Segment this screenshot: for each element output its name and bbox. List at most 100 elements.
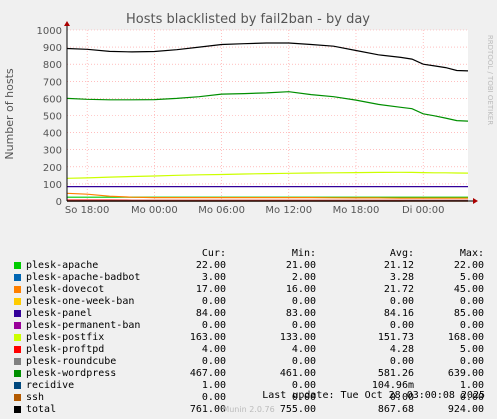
legend-min: 0.00 <box>291 320 316 331</box>
legend-name: recidive <box>26 380 75 391</box>
header-max: Max: <box>459 248 484 259</box>
y-tick-label: 1000 <box>37 26 62 37</box>
y-tick-labels: 0 100 200 300 400 500 600 700 800 900 1000 <box>37 26 62 208</box>
legend-name: plesk-apache-badbot <box>26 272 141 283</box>
legend-avg: 21.72 <box>383 284 414 295</box>
legend-max: 5.00 <box>459 272 484 283</box>
legend-name: plesk-postfix <box>26 332 105 343</box>
legend-max: 85.00 <box>453 308 484 319</box>
legend-max: 0.00 <box>459 356 484 367</box>
legend-name: plesk-apache <box>26 260 99 271</box>
legend-swatch <box>14 358 21 365</box>
legend-max: 0.00 <box>459 392 484 403</box>
legend-swatch <box>14 298 21 305</box>
legend-name: total <box>26 404 57 415</box>
legend-cur: 0.00 <box>201 296 226 307</box>
legend-row-plesk-dovecot: plesk-dovecot 17.00 16.00 21.72 45.00 <box>0 284 497 296</box>
legend-max: 22.00 <box>453 260 484 271</box>
legend-avg: 0.00 <box>389 356 414 367</box>
legend-cur: 0.00 <box>201 356 226 367</box>
y-tick-label: 400 <box>43 129 62 140</box>
legend-max: 639.00 <box>447 368 484 379</box>
legend-avg: 21.12 <box>383 260 414 271</box>
series-line-plesk-wordpress <box>66 91 469 122</box>
legend-min: 0.00 <box>291 380 316 391</box>
legend-avg: 84.16 <box>383 308 414 319</box>
y-axis-label: Number of hosts <box>3 68 16 160</box>
legend-min: 0.00 <box>291 296 316 307</box>
legend-name: plesk-proftpd <box>26 344 105 355</box>
legend-cur: 22.00 <box>195 260 226 271</box>
legend-swatch <box>14 394 21 401</box>
legend-cur: 0.00 <box>201 320 226 331</box>
legend-row-plesk-apache-badbot: plesk-apache-badbot 3.00 2.00 3.28 5.00 <box>0 272 497 284</box>
y-tick-label: 600 <box>43 94 62 105</box>
x-tick-label: Mo 12:00 <box>265 205 312 216</box>
legend-cur: 17.00 <box>195 284 226 295</box>
legend-cur: 0.00 <box>201 392 226 403</box>
y-tick-label: 800 <box>43 60 62 71</box>
x-tick-labels: So 18:00 Mo 00:00 Mo 06:00 Mo 12:00 Mo 18:00… <box>65 205 445 216</box>
header-cur: Cur: <box>201 248 226 259</box>
legend-name: plesk-roundcube <box>26 356 117 367</box>
legend-swatch <box>14 346 21 353</box>
legend-row-recidive: recidive 1.00 0.00 104.96m 1.00 <box>0 380 497 392</box>
legend-max: 45.00 <box>453 284 484 295</box>
legend-name: plesk-panel <box>26 308 93 319</box>
y-tick-label: 900 <box>43 43 62 54</box>
legend-name: plesk-permanent-ban <box>26 320 141 331</box>
x-tick-label: So 18:00 <box>65 205 109 216</box>
legend-swatch <box>14 286 21 293</box>
legend-cur: 1.00 <box>201 380 226 391</box>
legend-name: plesk-dovecot <box>26 284 105 295</box>
legend-avg: 4.28 <box>389 344 414 355</box>
legend-row-plesk-panel: plesk-panel 84.00 83.00 84.16 85.00 <box>0 308 497 320</box>
legend-max: 1.00 <box>459 380 484 391</box>
legend-swatch <box>14 322 21 329</box>
legend-max: 5.00 <box>459 344 484 355</box>
legend-cur: 467.00 <box>189 368 226 379</box>
legend-name: plesk-wordpress <box>26 368 117 379</box>
chart-title: Hosts blacklisted by fail2ban - by day <box>126 12 370 27</box>
legend-max: 0.00 <box>459 320 484 331</box>
legend-min: 16.00 <box>285 284 316 295</box>
y-tick-label: 0 <box>56 197 62 208</box>
legend-min: 83.00 <box>285 308 316 319</box>
x-tick-label: Mo 06:00 <box>198 205 245 216</box>
legend-row-plesk-apache: plesk-apache 22.00 21.00 21.12 22.00 <box>0 260 497 272</box>
y-tick-label: 700 <box>43 77 62 88</box>
series-line-plesk-dovecot <box>66 192 468 199</box>
legend-min: 2.00 <box>291 272 316 283</box>
header-avg: Avg: <box>389 248 414 259</box>
series-line-total <box>66 42 469 72</box>
legend-avg: 151.73 <box>377 332 414 343</box>
y-tick-label: 200 <box>43 163 62 174</box>
legend-header: Cur: Min: Avg: Max: <box>0 248 497 260</box>
legend-row-plesk-roundcube: plesk-roundcube 0.00 0.00 0.00 0.00 <box>0 356 497 368</box>
header-min: Min: <box>291 248 316 259</box>
legend-avg: 581.26 <box>377 368 414 379</box>
legend-swatch <box>14 406 21 413</box>
legend-cur: 3.00 <box>201 272 226 283</box>
legend-name: plesk-one-week-ban <box>26 296 135 307</box>
legend-swatch <box>14 382 21 389</box>
legend-swatch <box>14 274 21 281</box>
legend-min: 21.00 <box>285 260 316 271</box>
legend-max: 924.00 <box>447 404 484 415</box>
legend-row-plesk-permanent-ban: plesk-permanent-ban 0.00 0.00 0.00 0.00 <box>0 320 497 332</box>
x-tick-label: Mo 18:00 <box>333 205 380 216</box>
rrdtool-credit: RRDTOOL / TOBI OETIKER <box>486 35 494 125</box>
legend-row-total: total 761.00 755.00 867.68 924.00 <box>0 404 497 416</box>
legend-max: 168.00 <box>447 332 484 343</box>
legend-cur: 4.00 <box>201 344 226 355</box>
legend-row-plesk-one-week-ban: plesk-one-week-ban 0.00 0.00 0.00 0.00 <box>0 296 497 308</box>
legend-name: ssh <box>26 392 45 403</box>
legend-min: 755.00 <box>279 404 316 415</box>
legend-min: 0.00 <box>291 356 316 367</box>
legend-avg: 104.96m <box>371 380 414 391</box>
legend-cur: 761.00 <box>189 404 226 415</box>
legend-avg: 0.00 <box>389 320 414 331</box>
legend-swatch <box>14 262 21 269</box>
legend-avg: 3.28 <box>389 272 414 283</box>
legend-swatch <box>14 310 21 317</box>
